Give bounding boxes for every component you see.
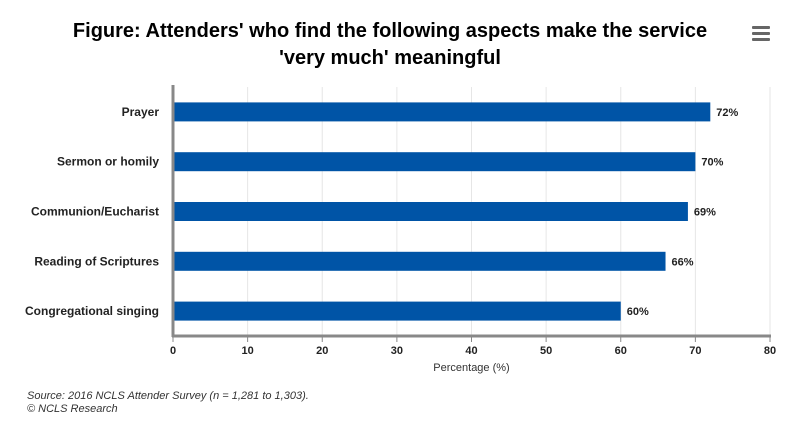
x-tick-label: 40 — [465, 345, 477, 357]
x-tick-label: 60 — [615, 345, 627, 357]
bar — [173, 102, 711, 122]
chart-title-line-1: Figure: Attenders' who find the followin… — [72, 20, 708, 42]
copyright-text: © NCLS Research — [27, 403, 118, 415]
bar — [173, 251, 666, 271]
x-tick-label: 10 — [242, 345, 254, 357]
category-label: Sermon or homily — [57, 155, 159, 169]
category-label: Congregational singing — [25, 304, 159, 318]
bar — [173, 202, 688, 221]
data-label: 60% — [627, 306, 649, 318]
hamburger-menu-icon[interactable] — [752, 26, 770, 42]
category-label: Prayer — [122, 105, 160, 119]
data-label: 70% — [701, 157, 723, 169]
x-tick-label: 70 — [689, 345, 701, 357]
x-tick-label: 80 — [764, 345, 776, 357]
chart-title: Figure: Attenders' who find the followin… — [20, 18, 760, 72]
x-tick-label: 0 — [170, 345, 176, 357]
bar-chart: Prayer 72% Sermon or homily 70% Communion/Eu… — [25, 85, 776, 374]
source-text: Source: 2016 NCLS Attender Survey (n = 1… — [27, 390, 309, 402]
data-label: 72% — [716, 107, 738, 119]
data-label: 69% — [694, 207, 716, 219]
bar — [173, 301, 621, 321]
x-tick-label: 30 — [391, 345, 403, 357]
x-tick-label: 20 — [316, 345, 328, 357]
x-tick-label: 50 — [540, 345, 552, 357]
category-label: Reading of Scriptures — [34, 254, 159, 268]
source-note: Source: 2016 NCLS Attender Survey (n = 1… — [27, 390, 309, 416]
x-axis-title: Percentage (%) — [433, 362, 509, 374]
chart-title-line-2: 'very much' meaningful — [279, 47, 501, 69]
bar — [173, 152, 696, 172]
data-label: 66% — [672, 256, 694, 268]
category-label: Communion/Eucharist — [31, 205, 159, 219]
